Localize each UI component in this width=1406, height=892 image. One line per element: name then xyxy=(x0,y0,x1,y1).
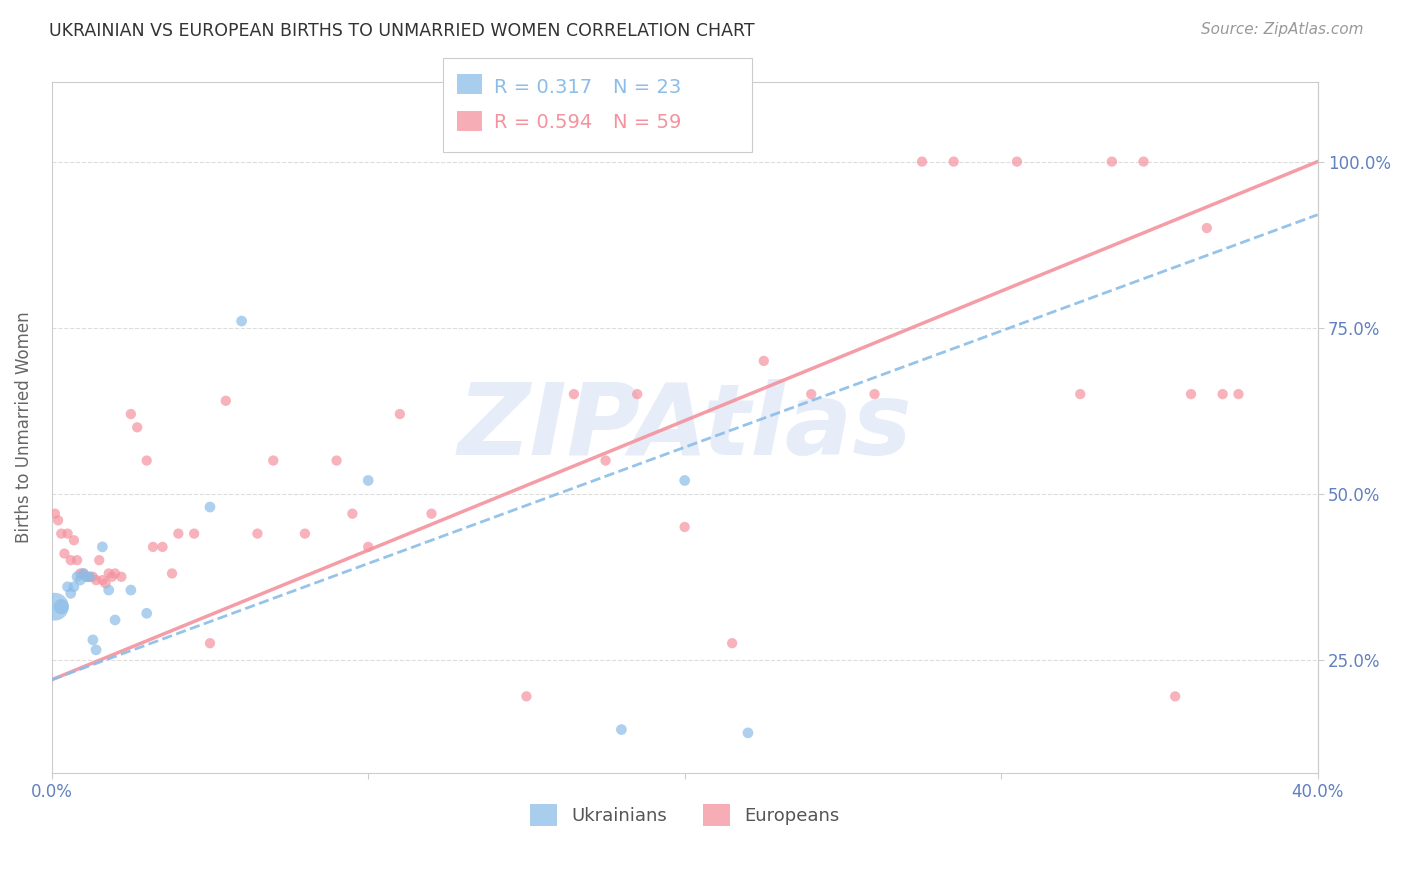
Point xyxy=(1212,387,1234,401)
Point xyxy=(160,566,183,581)
Point xyxy=(183,526,205,541)
Point xyxy=(357,540,380,554)
Point xyxy=(79,570,101,584)
Point xyxy=(59,553,82,567)
Point xyxy=(231,314,253,328)
Point xyxy=(721,636,744,650)
Point xyxy=(152,540,174,554)
Point xyxy=(72,566,94,581)
Text: N = 59: N = 59 xyxy=(613,113,682,132)
Point xyxy=(626,387,648,401)
Legend: Ukrainians, Europeans: Ukrainians, Europeans xyxy=(523,797,846,833)
Point xyxy=(610,723,633,737)
Point xyxy=(63,533,86,548)
Point xyxy=(110,570,132,584)
Point xyxy=(44,507,66,521)
Point xyxy=(91,573,114,587)
Point xyxy=(84,573,107,587)
Point xyxy=(72,566,94,581)
Point xyxy=(76,570,98,584)
Text: R = 0.317: R = 0.317 xyxy=(494,78,592,96)
Point xyxy=(800,387,823,401)
Point xyxy=(388,407,411,421)
Point xyxy=(673,520,696,534)
Point xyxy=(69,566,91,581)
Point xyxy=(752,354,775,368)
Point xyxy=(84,643,107,657)
Point xyxy=(1227,387,1250,401)
Point xyxy=(562,387,585,401)
Point xyxy=(1195,221,1218,235)
Point xyxy=(91,540,114,554)
Point xyxy=(46,513,69,527)
Text: UKRAINIAN VS EUROPEAN BIRTHS TO UNMARRIED WOMEN CORRELATION CHART: UKRAINIAN VS EUROPEAN BIRTHS TO UNMARRIE… xyxy=(49,22,755,40)
Point xyxy=(51,526,73,541)
Point xyxy=(135,607,157,621)
Point xyxy=(89,553,111,567)
Point xyxy=(97,566,120,581)
Point xyxy=(104,613,127,627)
Point xyxy=(1069,387,1091,401)
Point xyxy=(69,573,91,587)
Point xyxy=(79,570,101,584)
Point xyxy=(198,500,221,514)
Point xyxy=(127,420,149,434)
Text: ZIPAtlas: ZIPAtlas xyxy=(457,379,912,475)
Text: N = 23: N = 23 xyxy=(613,78,682,96)
Point xyxy=(142,540,165,554)
Point xyxy=(66,570,89,584)
Point xyxy=(101,570,124,584)
Point xyxy=(1180,387,1202,401)
Point xyxy=(262,453,284,467)
Point xyxy=(215,393,238,408)
Point xyxy=(167,526,190,541)
Point xyxy=(120,583,142,598)
Point xyxy=(595,453,617,467)
Point xyxy=(1101,154,1123,169)
Point xyxy=(82,632,104,647)
Point xyxy=(135,453,157,467)
Point xyxy=(198,636,221,650)
Point xyxy=(63,580,86,594)
Point xyxy=(357,474,380,488)
Point xyxy=(51,599,73,614)
Point xyxy=(56,580,79,594)
Point xyxy=(59,586,82,600)
Point xyxy=(942,154,965,169)
Point xyxy=(246,526,269,541)
Point xyxy=(342,507,364,521)
Point xyxy=(44,599,66,614)
Point xyxy=(66,553,89,567)
Y-axis label: Births to Unmarried Women: Births to Unmarried Women xyxy=(15,311,32,543)
Point xyxy=(1132,154,1154,169)
Point xyxy=(737,726,759,740)
Text: R = 0.594: R = 0.594 xyxy=(494,113,592,132)
Point xyxy=(97,583,120,598)
Point xyxy=(76,570,98,584)
Point xyxy=(420,507,443,521)
Point xyxy=(515,690,537,704)
Point xyxy=(82,570,104,584)
Point xyxy=(325,453,347,467)
Point xyxy=(120,407,142,421)
Point xyxy=(294,526,316,541)
Point xyxy=(911,154,934,169)
Point xyxy=(673,474,696,488)
Point xyxy=(1005,154,1028,169)
Text: Source: ZipAtlas.com: Source: ZipAtlas.com xyxy=(1201,22,1364,37)
Point xyxy=(94,576,117,591)
Point xyxy=(1164,690,1187,704)
Point xyxy=(863,387,886,401)
Point xyxy=(104,566,127,581)
Point xyxy=(56,526,79,541)
Point xyxy=(53,547,76,561)
